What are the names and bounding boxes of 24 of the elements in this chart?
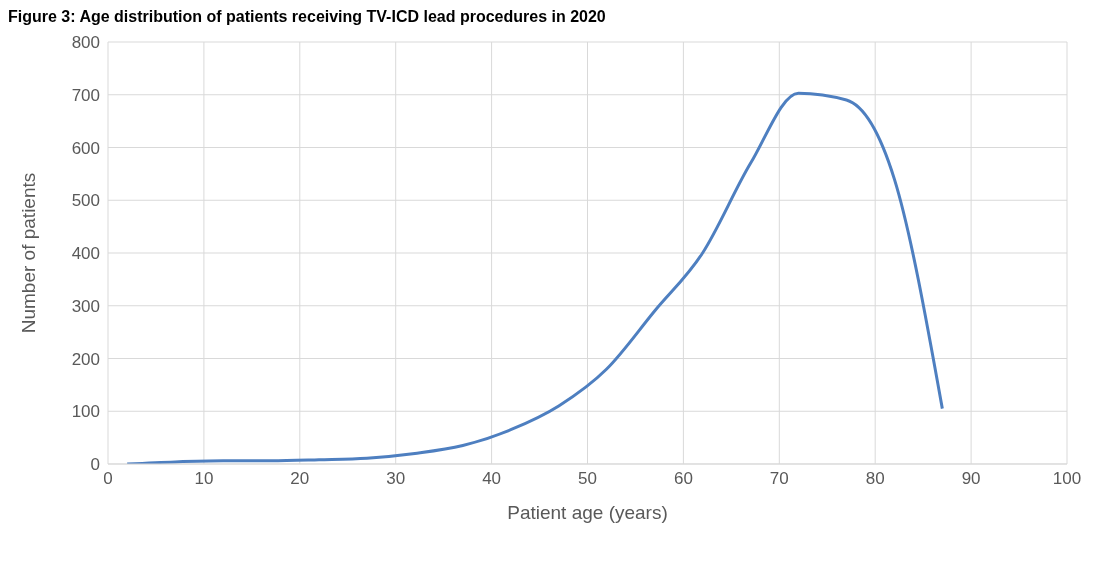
x-tick-label: 30 <box>386 469 406 489</box>
y-tick-label: 200 <box>71 349 100 369</box>
x-axis-title: Patient age (years) <box>507 502 668 523</box>
y-tick-label: 500 <box>71 191 100 211</box>
x-tick-label: 50 <box>578 469 597 489</box>
y-tick-label: 800 <box>71 33 100 53</box>
y-axis-title: Number of patients <box>17 172 39 334</box>
x-tick-label: 70 <box>769 469 789 489</box>
y-tick-label: 300 <box>71 296 100 316</box>
chart-title: Figure 3: Age distribution of patients receiving TV-ICD lead procedures in 2020 <box>8 8 607 27</box>
y-tick-label: 700 <box>71 85 100 105</box>
line-series <box>125 91 944 464</box>
x-tick-label: 20 <box>290 469 310 489</box>
y-tick-label: 400 <box>71 244 100 264</box>
y-tick-label: 100 <box>71 402 100 422</box>
x-tick-label: 10 <box>194 469 214 489</box>
x-tick-label: 40 <box>482 469 502 489</box>
x-tick-label: 100 <box>1052 469 1082 489</box>
y-tick-label: 0 <box>90 455 100 475</box>
x-tick-label: 80 <box>865 469 885 489</box>
x-tick-label: 0 <box>103 469 113 489</box>
x-tick-label: 90 <box>961 469 981 489</box>
y-tick-label: 600 <box>71 138 100 158</box>
x-tick-label: 60 <box>673 469 693 489</box>
